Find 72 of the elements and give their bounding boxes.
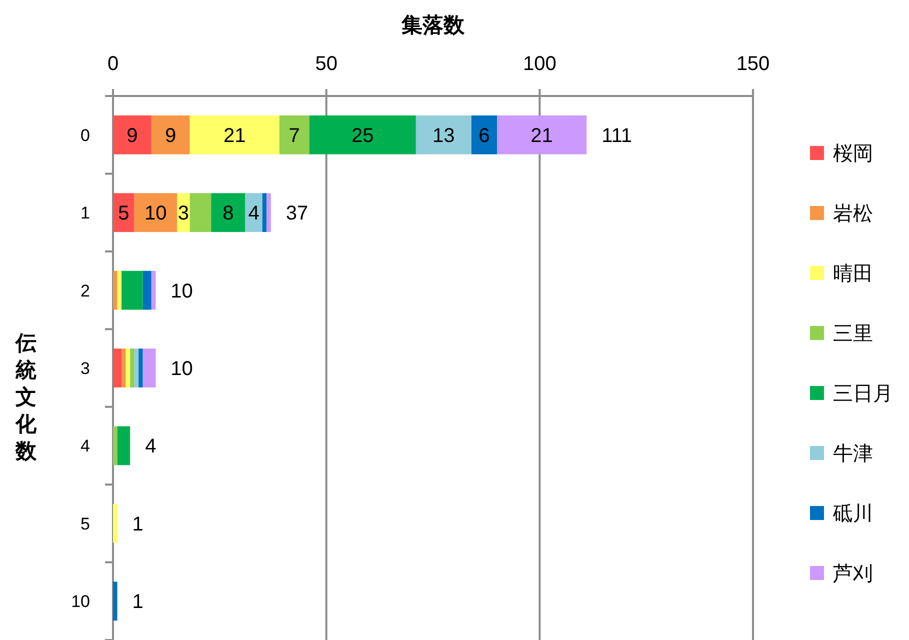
total-label: 10 [170,280,193,302]
bar [262,193,267,232]
bar [138,348,143,388]
bar [113,115,152,154]
bar [142,348,156,388]
bar [122,270,143,310]
legend-label: 三里 [833,323,873,345]
total-label: 37 [286,202,308,225]
x-tick-label: 0 [107,53,119,75]
bar [151,270,156,310]
total-label: 111 [602,124,632,147]
bar [279,115,310,154]
y-tick-label: 5 [80,514,90,534]
data-label: 6 [478,124,490,147]
bar [497,115,587,154]
bar [190,115,280,154]
data-label: 9 [165,124,176,147]
x-tick-label: 100 [522,53,556,75]
bar [142,270,152,310]
bar [471,115,497,154]
data-label: 9 [126,124,138,147]
bar [122,348,126,388]
data-label: 25 [351,124,374,147]
y-tick-label: 2 [80,281,90,300]
bar [134,193,177,232]
total-label: 1 [132,513,144,536]
total-label: 4 [145,436,156,458]
legend-label: 芦刈 [833,563,873,585]
data-label: 7 [288,124,300,147]
bar [309,115,416,154]
bar [416,115,472,154]
legend-label: 桜岡 [833,143,873,165]
x-tick-label: 50 [315,53,338,75]
x-tick-label: 150 [736,53,770,75]
y-tick-label: 3 [80,359,90,378]
bar [211,193,246,232]
bar [113,193,134,232]
y-tick-label: 0 [80,126,90,145]
data-label: 8 [222,202,234,225]
bar [130,348,134,388]
y-axis-title: 伝統文化数 [14,332,38,463]
legend-label: 岩松 [833,203,873,225]
bar [190,193,212,232]
legend-label: 牛津 [833,443,873,465]
y-tick-label: 1 [80,204,90,223]
bar [113,270,118,310]
data-label: 3 [178,202,189,225]
x-axis-title: 集落数 [400,14,466,37]
bar [113,504,118,543]
y-tick-label: 4 [80,436,90,456]
bar [126,348,130,388]
data-label: 21 [223,124,246,147]
bar [134,348,139,388]
legend-label: 砥川 [832,503,873,525]
bar [117,270,122,310]
data-label: 21 [530,124,553,147]
bar [113,348,122,388]
bar [113,426,118,466]
legend-label: 晴田 [833,263,873,285]
bar [245,193,262,232]
bar [117,426,130,466]
bar [151,115,190,154]
legend-label: 三日月 [833,383,893,405]
data-label: 13 [432,124,455,147]
data-label: 5 [118,202,130,225]
y-tick-label: 10 [71,592,90,612]
data-label: 4 [248,202,260,225]
total-label: 1 [132,591,144,614]
data-label: 10 [144,202,167,225]
bar [113,582,118,621]
total-label: 10 [170,358,193,380]
bar [266,193,271,232]
